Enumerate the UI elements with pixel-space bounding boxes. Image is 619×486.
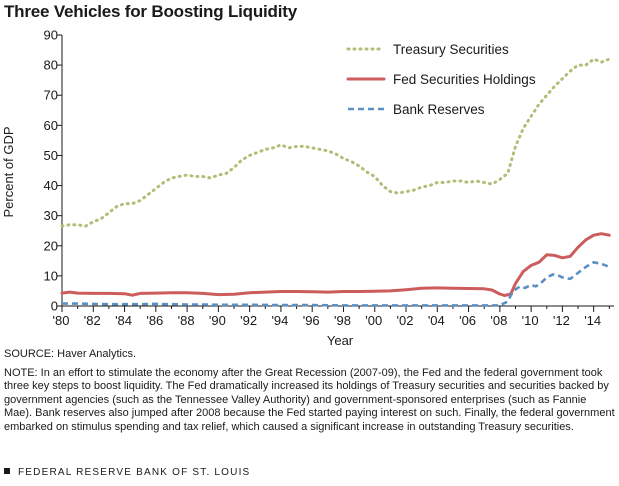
- x-tick-label: '80: [53, 313, 70, 328]
- footer-text: FEDERAL RESERVE BANK OF ST. LOUIS: [18, 467, 251, 478]
- legend-label-bank-reserves: Bank Reserves: [393, 102, 485, 117]
- legend-label-treasury-securities: Treasury Securities: [393, 42, 509, 57]
- y-tick-label: 10: [44, 268, 58, 283]
- x-tick-label: '10: [522, 313, 539, 328]
- x-tick-label: '82: [84, 313, 101, 328]
- x-tick-label: '00: [365, 313, 382, 328]
- y-tick-label: 80: [44, 58, 58, 73]
- x-tick-label: '12: [553, 313, 570, 328]
- y-tick-label: 90: [44, 28, 58, 43]
- x-tick-label: '96: [303, 313, 320, 328]
- y-tick-label: 20: [44, 238, 58, 253]
- x-tick-label: '06: [459, 313, 476, 328]
- x-axis: '80 '82 '84 '86 '88 '90 '92 '94 '96 '98 '00 '02 '04 '…: [53, 305, 614, 328]
- y-tick-label: 70: [44, 88, 58, 103]
- x-tick-label: '92: [240, 313, 257, 328]
- chart: 0 10 20 30 40 50 60 70 80 90 '80 '82 '84 '86 '88 '90 '9…: [1, 28, 614, 345]
- chart-title: Three Vehicles for Boosting Liquidity: [4, 2, 297, 21]
- legend: Treasury Securities Fed Securities Holdin…: [346, 42, 536, 117]
- y-tick-label: 60: [44, 118, 58, 133]
- y-axis-label: Percent of GDP: [1, 126, 16, 217]
- series-line-treasury-securities: [60, 57, 611, 228]
- x-tick-label: '04: [428, 313, 445, 328]
- series-line-fed-securities-holdings: [60, 232, 611, 297]
- x-tick-label: '14: [584, 313, 601, 328]
- x-tick-label: '98: [334, 313, 351, 328]
- y-tick-label: 50: [44, 148, 58, 163]
- x-tick-label: '86: [146, 313, 163, 328]
- x-tick-label: '94: [271, 313, 288, 328]
- y-tick-label: 0: [51, 299, 58, 314]
- series-lines: [60, 57, 611, 307]
- x-tick-label: '84: [115, 313, 132, 328]
- x-axis-label: Year: [327, 333, 354, 345]
- x-tick-label: '02: [397, 313, 414, 328]
- footer-square-icon: [4, 468, 10, 474]
- explanatory-note: NOTE: In an effort to stimulate the econ…: [4, 367, 615, 433]
- y-axis: 0 10 20 30 40 50 60 70 80 90: [44, 28, 63, 314]
- x-tick-label: '88: [178, 313, 195, 328]
- x-tick-label: '90: [209, 313, 226, 328]
- y-tick-label: 30: [44, 208, 58, 223]
- series-line-bank-reserves: [62, 261, 610, 307]
- footer: FEDERAL RESERVE BANK OF ST. LOUIS: [4, 467, 250, 478]
- y-tick-label: 40: [44, 178, 58, 193]
- legend-label-fed-securities-holdings: Fed Securities Holdings: [393, 72, 536, 87]
- source-note: SOURCE: Haver Analytics.: [4, 348, 137, 360]
- x-tick-label: '08: [490, 313, 507, 328]
